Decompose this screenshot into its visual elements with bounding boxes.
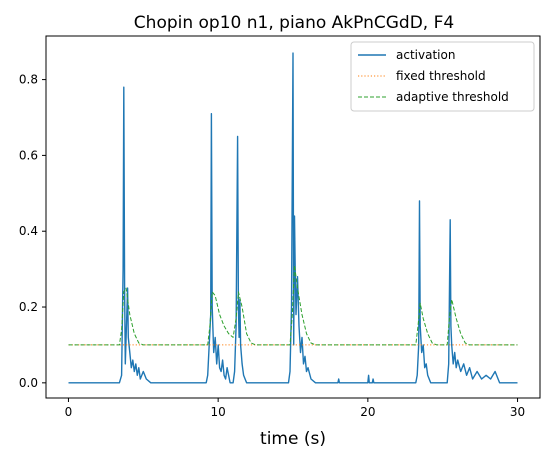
y-tick-label: 0.0 [19, 376, 38, 390]
legend: activation fixed threshold adaptive thresh… [350, 41, 535, 112]
x-tick-label: 20 [360, 405, 375, 419]
x-tick-label: 10 [211, 405, 226, 419]
legend-label-1: fixed threshold [396, 69, 486, 83]
plot-area [68, 52, 518, 384]
legend-label-2: adaptive threshold [396, 90, 509, 104]
y-tick-label: 0.2 [19, 300, 38, 314]
chart-title: Chopin op10 n1, piano AkPnCGdD, F4 [134, 13, 454, 33]
x-tick-label: 0 [65, 405, 73, 419]
y-tick-label: 0.4 [19, 224, 38, 238]
y-axis: 0.0 0.2 0.4 0.6 0.8 [19, 73, 46, 390]
x-axis: 0 10 20 30 [65, 398, 525, 419]
x-tick-label: 30 [510, 405, 525, 419]
x-axis-label: time (s) [260, 429, 326, 449]
axes-frame [45, 35, 541, 399]
series-line-2 [68, 264, 518, 346]
legend-label-0: activation [396, 48, 455, 62]
legend-box [350, 41, 535, 112]
y-tick-label: 0.6 [19, 148, 38, 162]
y-tick-label: 0.8 [19, 73, 38, 87]
